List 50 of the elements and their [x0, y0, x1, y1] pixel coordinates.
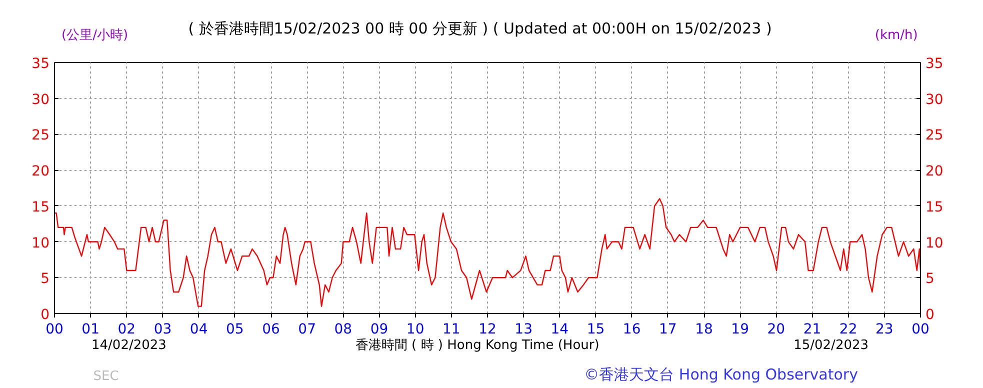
x-tick-label: 23 [876, 322, 894, 338]
y-axis-title: (公里/小時) [62, 28, 128, 43]
y-tick-label: 20 [32, 164, 50, 180]
x-tick-label: 08 [334, 322, 352, 338]
x-axis-title: 香港時間 ( 時 ) Hong Kong Time (Hour) [355, 338, 600, 353]
y2-tick-label: 20 [926, 164, 944, 180]
y-tick-label: 30 [32, 92, 50, 108]
x-tick-label: 13 [514, 322, 533, 338]
y2-tick-label: 10 [926, 235, 944, 252]
x-tick-label: 01 [82, 322, 100, 338]
x-tick-label: 00 [46, 322, 64, 338]
x-tick-label: 22 [839, 322, 858, 338]
x-tick-label: 05 [226, 322, 244, 338]
y-tick-label: 5 [40, 271, 50, 288]
y-tick-label: 0 [40, 307, 50, 323]
text: SEC [93, 369, 119, 384]
x-tick-label: 17 [659, 322, 677, 338]
line-series [54, 198, 920, 307]
x-tick-label: 16 [622, 322, 641, 338]
x-tick-label: 10 [406, 322, 424, 338]
y2-tick-label: 30 [926, 92, 944, 108]
y-tick-label: 35 [32, 56, 50, 72]
text: 15/02/2023 [794, 338, 869, 353]
y2-axis-title: (km/h) [874, 28, 918, 43]
x-tick-label: 00 [912, 322, 930, 338]
x-tick-label: 09 [370, 322, 388, 338]
text: ©香港天文台 Hong Kong Observatory [584, 366, 858, 384]
x-tick-label: 07 [298, 322, 316, 338]
y2-tick-label: 5 [926, 271, 934, 288]
y-tick-label: 10 [32, 235, 50, 252]
x-tick-label: 03 [154, 322, 172, 338]
x-tick-label: 20 [767, 322, 786, 338]
y2-tick-label: 25 [926, 128, 944, 144]
y2-tick-label: 0 [926, 307, 934, 323]
y-tick-label: 25 [32, 128, 50, 144]
x-tick-label: 04 [190, 322, 208, 338]
y2-tick-label: 35 [926, 56, 944, 72]
x-tick-label: 18 [695, 322, 713, 338]
chart-title: ( 於香港時間15/02/2023 00 時 00 分更新 ) ( Updated at 00:00H on 15/02/2023 ) [188, 20, 772, 38]
x-tick-label: 19 [731, 322, 750, 338]
y-tick-label: 15 [32, 199, 50, 216]
x-tick-label: 06 [262, 322, 280, 338]
x-tick-label: 14 [550, 322, 569, 338]
x-tick-label: 21 [803, 322, 822, 338]
x-tick-label: 11 [442, 322, 460, 338]
x-tick-label: 15 [586, 322, 605, 338]
x-tick-label: 02 [118, 322, 136, 338]
x-tick-label: 12 [478, 322, 496, 338]
text: 14/02/2023 [92, 338, 166, 353]
y2-tick-label: 15 [926, 199, 944, 216]
